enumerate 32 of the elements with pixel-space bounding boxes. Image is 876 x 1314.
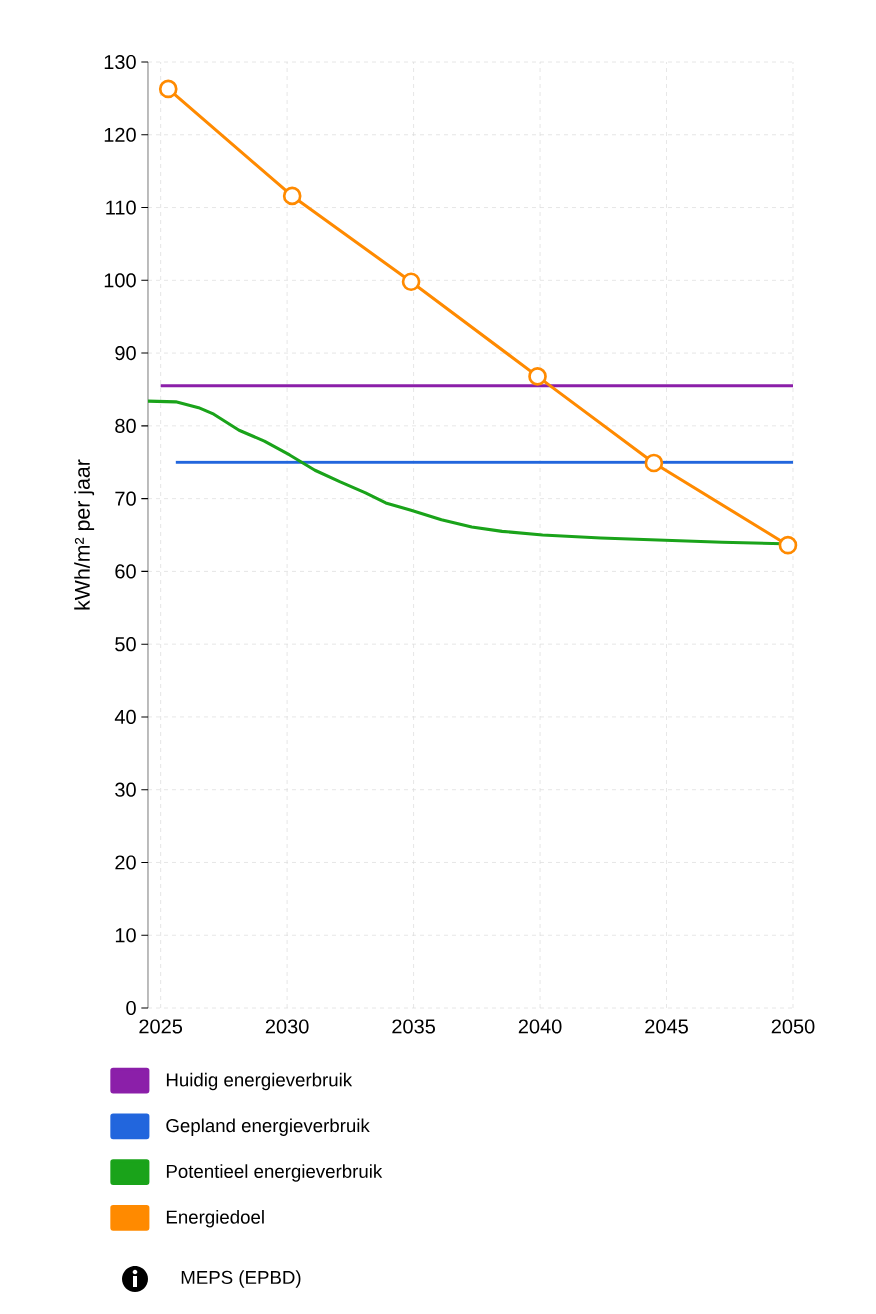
legend-label: Gepland energieverbruik [166,1118,370,1136]
y-tick-label: 100 [104,273,136,288]
x-tick-label: 2040 [518,1019,562,1034]
y-axis-title: kWh/m² per jaar [74,459,95,610]
x-tick-label: 2035 [392,1019,435,1034]
legend-label: Huidig energieverbruik [166,1072,353,1091]
x-tick-label: 2045 [645,1019,688,1034]
y-tick-label: 120 [104,127,136,142]
y-tick-label: 50 [115,637,136,652]
y-tick-label: 40 [114,709,136,725]
y-tick-label: 130 [104,54,136,70]
x-tick-label: 2030 [265,1019,309,1034]
y-tick-label: 0 [126,1000,136,1016]
point [528,367,547,386]
y-tick-label: 20 [115,855,136,870]
point [282,186,302,206]
x-tick-label: 2025 [139,1019,183,1034]
point [158,79,178,99]
y-tick-label: 10 [115,928,136,943]
x-tick-label: 2050 [771,1019,815,1034]
y-tick-label: 70 [115,491,136,506]
y-tick-label: 60 [115,564,136,579]
y-tick-label: 90 [115,346,136,361]
y-tick-label: 110 [106,200,136,215]
point [401,272,421,292]
y-tick-label: 30 [115,782,136,797]
text: MEPS (EPBD) [181,1270,301,1288]
legend-label: Potentieel energieverbruik [166,1164,383,1182]
legend-label: Energiedoel [166,1210,264,1228]
point [778,535,798,555]
point [644,453,664,473]
y-tick-label: 80 [115,418,136,433]
